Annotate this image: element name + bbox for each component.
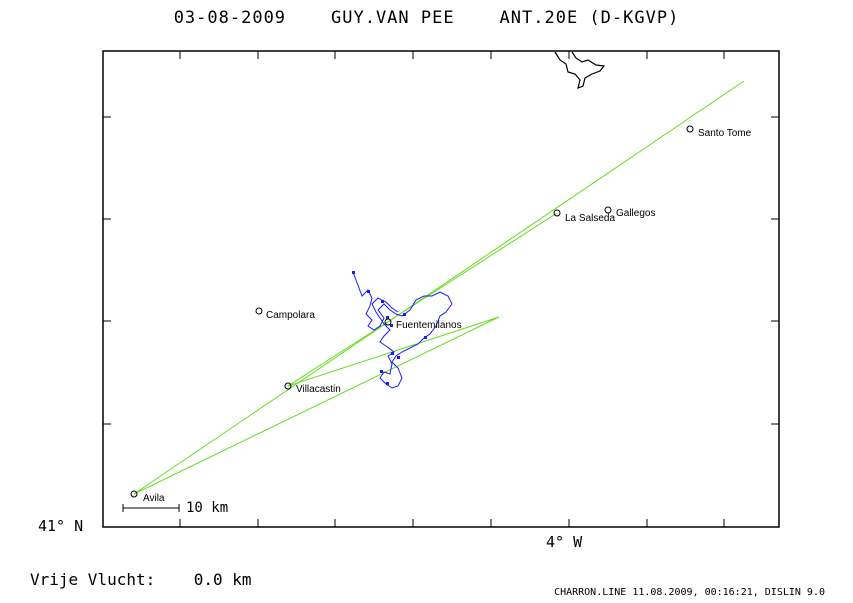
task-lines: [133, 80, 745, 495]
track-points: [352, 271, 427, 385]
latitude-label: 41° N: [38, 517, 84, 535]
coastline: [554, 51, 606, 89]
place-label: La Salseda: [565, 213, 616, 224]
waypoint-markers: [130, 125, 694, 498]
waypoint-marker-gallegos: [604, 206, 612, 214]
free-flight-distance: Vrije Vlucht: 0.0 km: [30, 570, 252, 589]
longitude-label: 4° W: [546, 533, 583, 551]
footer-info: CHARRON.LINE 11.08.2009, 00:16:21, DISLI…: [554, 587, 825, 598]
aircraft-name: ANT.20E (D-KGVP): [499, 8, 680, 28]
free-flight-label: Vrije Vlucht:: [30, 570, 156, 589]
map-frame: [102, 50, 780, 528]
place-label: Gallegos: [616, 208, 656, 219]
map-title: 03-08-2009 GUY.VAN PEE ANT.20E (D-KGVP): [0, 8, 853, 28]
task-line-legs: [133, 212, 558, 495]
place-label: Fuentemilanos: [396, 320, 462, 331]
waypoint-marker-campolara: [255, 307, 263, 315]
place-label: Santo Tome: [698, 128, 752, 139]
place-label: Villacastin: [296, 384, 341, 395]
waypoint-marker-avila: [130, 490, 138, 498]
place-label: Campolara: [266, 310, 315, 321]
waypoint-marker-fuentemilanos: [384, 318, 392, 326]
scale-bar: [122, 504, 180, 512]
waypoint-marker-santo-tome: [686, 125, 694, 133]
frame-ticks: [103, 51, 779, 527]
waypoint-marker-villacastin: [284, 382, 292, 390]
scale-bar-label: 10 km: [186, 500, 229, 516]
place-label: Avila: [143, 493, 165, 504]
waypoint-marker-la-salseda: [553, 209, 561, 217]
free-flight-value: 0.0 km: [193, 570, 252, 589]
flight-date: 03-08-2009: [173, 8, 287, 28]
pilot-name: GUY.VAN PEE: [331, 8, 455, 28]
task-line-main: [133, 80, 745, 495]
